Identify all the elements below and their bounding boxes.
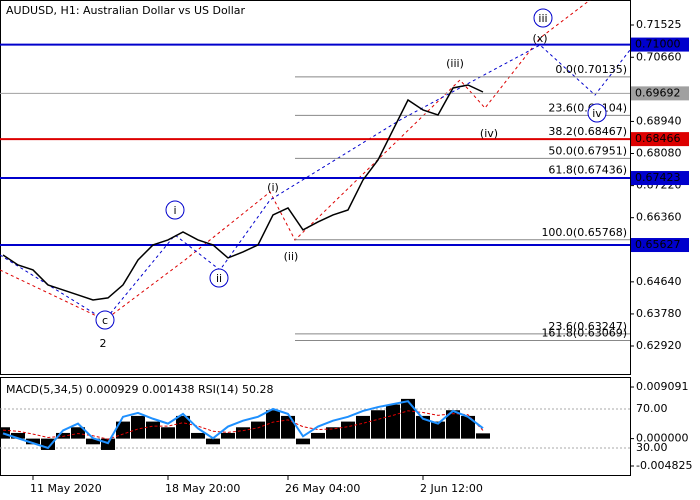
wave-circle — [209, 268, 229, 288]
wave-label: (i) — [267, 181, 279, 194]
macd-bar — [161, 427, 175, 439]
wave-label: c — [102, 314, 108, 327]
macd-bar — [266, 410, 280, 439]
macd-bar — [326, 427, 340, 439]
macd-bar — [116, 421, 130, 439]
wave-circle — [587, 103, 607, 123]
y-tick-label: 0.68940 — [636, 114, 682, 127]
y2-tick-label: 30.00 — [636, 441, 668, 454]
y-tick-label: 0.66360 — [636, 211, 682, 224]
wave-circle — [95, 310, 115, 330]
wave-circle — [165, 200, 185, 220]
y-tick-label: 0.71525 — [636, 18, 682, 31]
macd-bar — [431, 421, 445, 439]
macd-bar — [131, 415, 145, 439]
macd-bar — [86, 438, 100, 445]
macd-bar — [461, 415, 475, 439]
macd-bar — [296, 438, 310, 445]
level-box — [631, 171, 689, 186]
price-line — [2, 84, 484, 301]
wave-path — [0, 0, 591, 321]
chart-title: AUDUSD, H1: Australian Dollar vs US Doll… — [6, 4, 246, 17]
macd-bar — [311, 432, 325, 439]
fib-label: 23.6(0.63247) — [548, 320, 627, 333]
rsi-line — [2, 400, 484, 450]
macd-bar — [0, 427, 10, 439]
macd-bar — [401, 398, 415, 439]
fib-label: 38.2(0.68467) — [548, 125, 627, 138]
macd-bar — [251, 421, 265, 439]
wave-label: (ii) — [284, 250, 299, 263]
wave-label: 2 — [100, 337, 107, 350]
x-tick-label: 11 May 2020 — [30, 482, 102, 495]
level-label: 0.65627 — [635, 238, 681, 251]
level-label: 0.71000 — [635, 38, 681, 51]
fib-label: 50.0(0.67951) — [548, 144, 627, 157]
y-tick-label: 0.64640 — [636, 275, 682, 288]
fib-label: 100.0(0.65768) — [541, 226, 627, 239]
macd-bar — [386, 404, 400, 439]
macd-bar — [356, 415, 370, 439]
x-tick-label: 26 May 04:00 — [285, 482, 360, 495]
macd-bar — [41, 438, 55, 450]
macd-bar — [476, 433, 490, 439]
macd-bar — [176, 415, 190, 439]
wave-label: iv — [592, 107, 602, 120]
y-tick-label: 0.68080 — [636, 147, 682, 160]
y-tick-label: 0.63780 — [636, 307, 682, 320]
macd-bar — [71, 427, 85, 439]
macd-bar — [206, 438, 220, 445]
wave-path — [0, 44, 631, 321]
fib-label: 23.6(0.69104) — [548, 101, 627, 114]
wave-label: (iv) — [480, 127, 498, 140]
wave-label: iii — [538, 12, 547, 25]
level-box — [631, 37, 689, 52]
macd-bar — [416, 415, 430, 439]
signal-line — [2, 410, 484, 440]
level-label: 0.67423 — [635, 171, 681, 184]
macd-bar — [341, 421, 355, 439]
wave-label: ii — [216, 272, 222, 285]
y-tick-label: 0.62920 — [636, 339, 682, 352]
indicator-title: MACD(5,34,5) 0.000929 0.001438 RSI(14) 5… — [6, 383, 273, 396]
level-box — [631, 132, 689, 147]
y-tick-label: 0.70660 — [636, 50, 682, 63]
level-label: 0.68466 — [635, 132, 681, 145]
macd-bar — [101, 438, 115, 450]
y2-tick-label: 70.00 — [636, 402, 668, 415]
macd-bar — [371, 410, 385, 439]
macd-bar — [281, 415, 295, 439]
wave-label: (x) — [532, 32, 547, 45]
level-box — [631, 86, 689, 101]
macd-bar — [446, 410, 460, 439]
fib-label: 161.8(0.63069) — [541, 326, 627, 339]
macd-bar — [221, 432, 235, 439]
wave-label: (iii) — [446, 57, 464, 70]
y-tick-label: 0.009091 — [636, 380, 689, 393]
y-tick-label: -0.004825 — [636, 459, 692, 472]
fib-label: 0.0(0.70135) — [555, 63, 627, 76]
wave-label: i — [173, 204, 176, 217]
indicator-frame — [0, 377, 631, 476]
x-tick-label: 18 May 20:00 — [165, 482, 240, 495]
fib-label: 61.8(0.67436) — [548, 164, 627, 177]
main-frame — [0, 0, 631, 375]
macd-bar — [146, 421, 160, 439]
macd-bar — [191, 432, 205, 439]
macd-bar — [56, 432, 70, 439]
y-tick-label: 0.000000 — [636, 432, 689, 445]
x-tick-label: 2 Jun 12:00 — [420, 482, 483, 495]
level-box — [631, 238, 689, 253]
macd-bar — [11, 432, 25, 439]
macd-bar — [236, 427, 250, 439]
wave-circle — [533, 8, 553, 28]
level-label: 0.69692 — [635, 86, 681, 99]
macd-bar — [26, 438, 40, 445]
